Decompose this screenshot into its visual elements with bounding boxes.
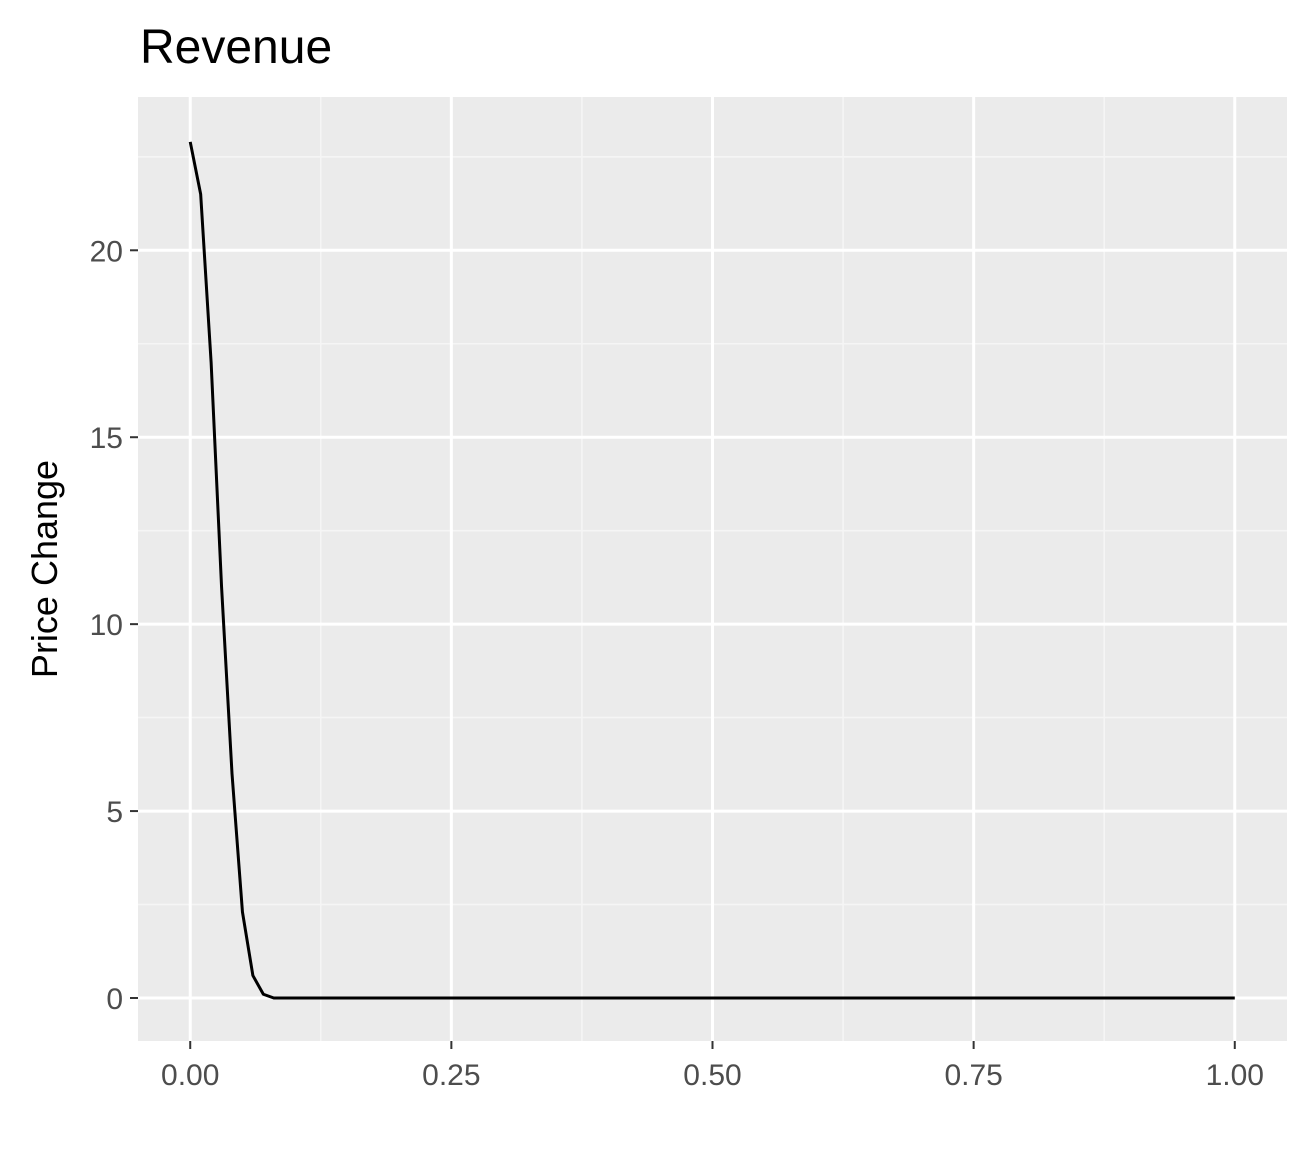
y-tick-label: 0	[106, 983, 123, 1016]
y-tick-label: 15	[90, 422, 123, 455]
series-layer	[188, 141, 1235, 1000]
chart-title: Revenue	[140, 21, 332, 74]
x-tick-label: 0.50	[683, 1059, 741, 1092]
y-tick-label: 10	[90, 609, 123, 642]
y-tick-label: 5	[106, 796, 123, 829]
x-tick-label: 0.25	[422, 1059, 480, 1092]
series-line	[188, 141, 1235, 1000]
y-tick-label: 20	[90, 235, 123, 268]
x-tick-label: 0.75	[944, 1059, 1002, 1092]
x-axis: 0.00 0.25 0.50 0.75 1.00	[161, 1041, 1264, 1092]
x-tick-label: 1.00	[1206, 1059, 1264, 1092]
y-axis: 0 5 10 15 20	[90, 235, 138, 1016]
y-axis-title: Price Change	[24, 460, 65, 678]
x-tick-label: 0.00	[161, 1059, 219, 1092]
